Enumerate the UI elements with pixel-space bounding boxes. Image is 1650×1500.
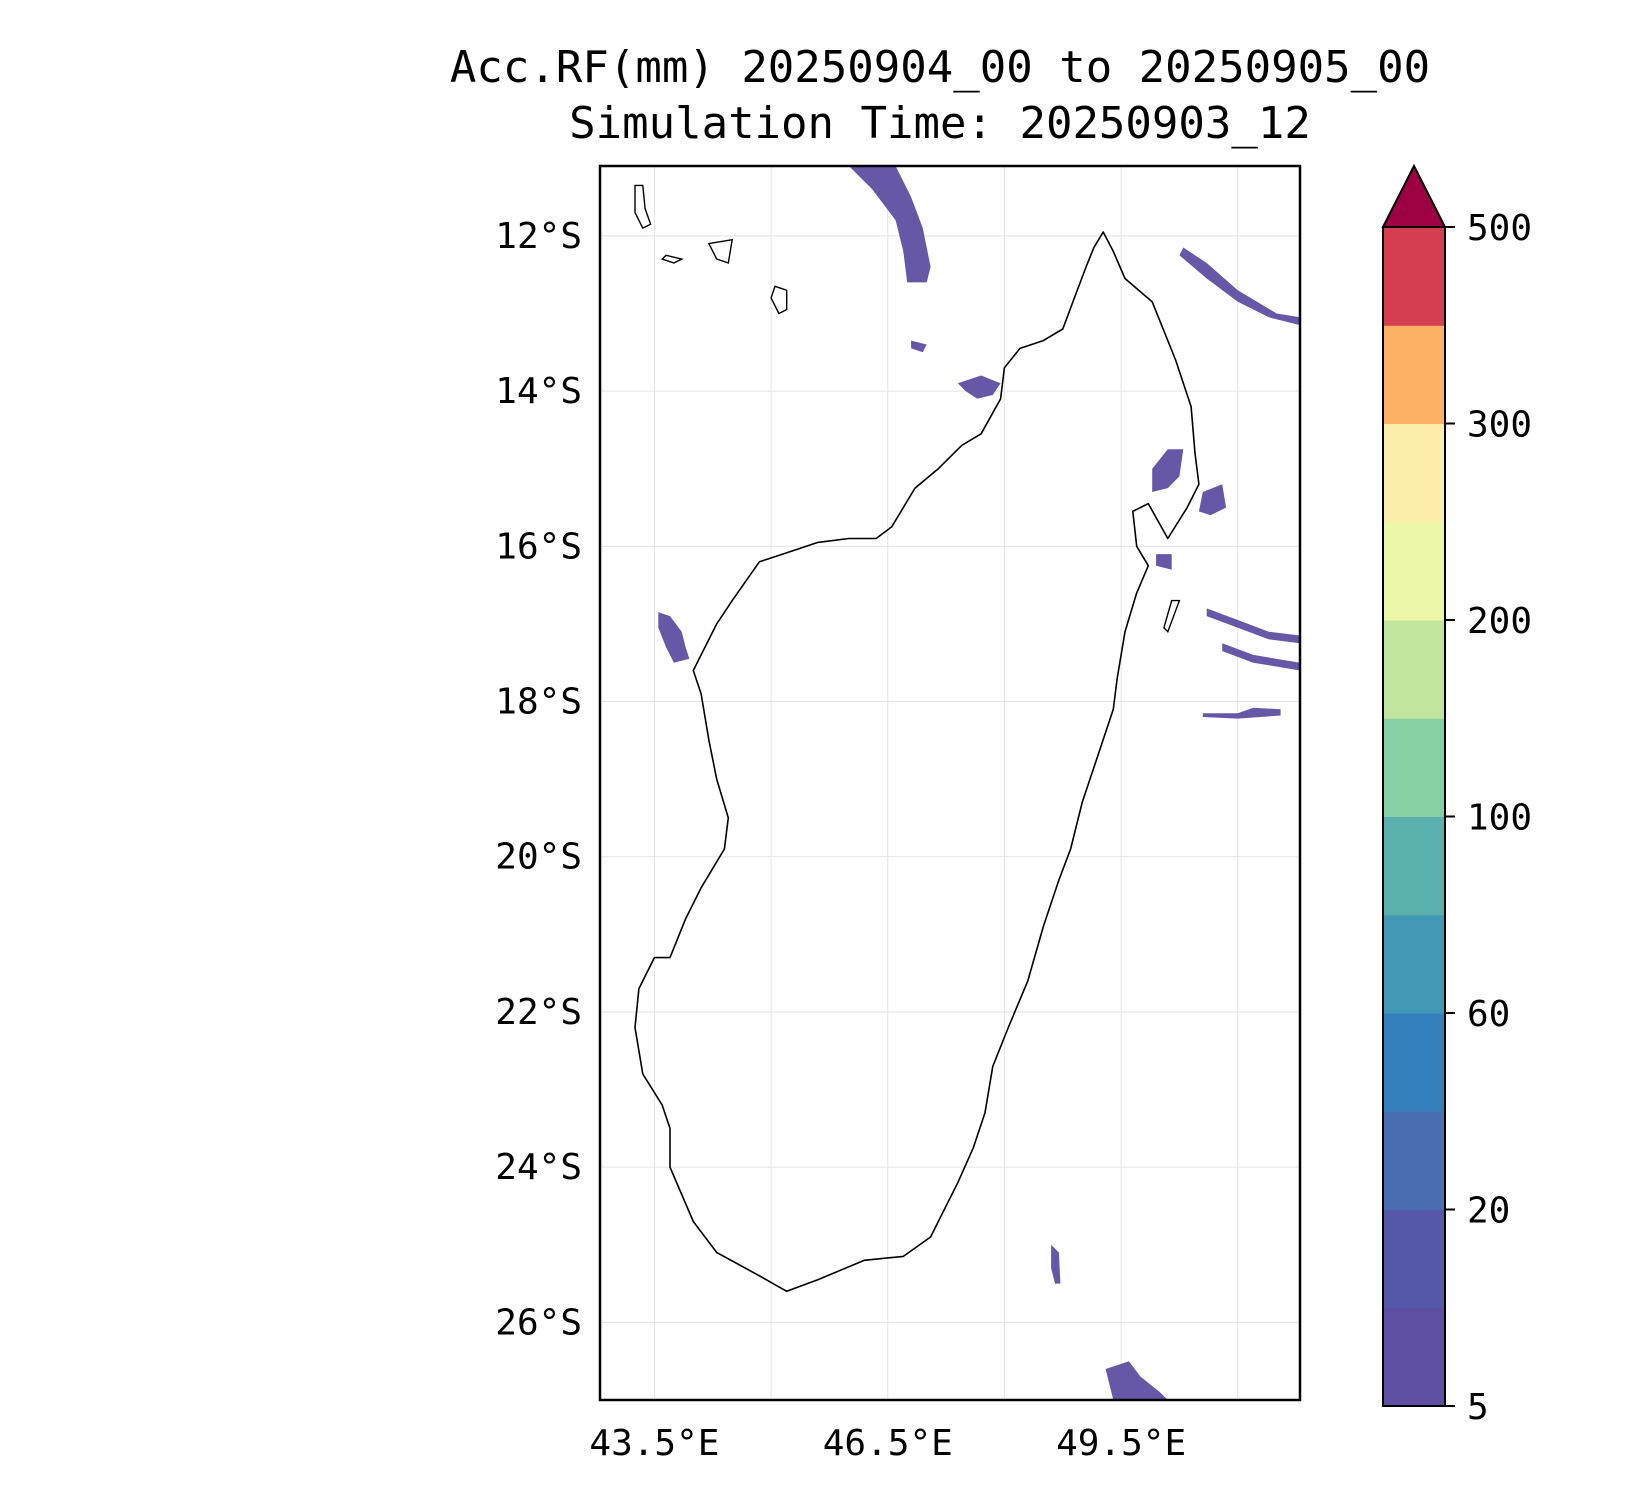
colorbar-segment xyxy=(1383,325,1445,424)
island-moheli xyxy=(660,254,684,264)
colorbar-tick-label: 60 xyxy=(1467,994,1510,1035)
rain-patch-east-coast-patch2 xyxy=(1198,484,1227,516)
colorbar-tick-label: 300 xyxy=(1467,405,1532,446)
lat-tick-label: 20°S xyxy=(495,837,582,878)
lon-tick-label: 43.5°E xyxy=(589,1423,719,1464)
rain-patch-southeast-patch xyxy=(1051,1244,1061,1284)
rain-patch-east-coast-patch3 xyxy=(1156,554,1172,570)
map-title-line1: Acc.RF(mm) 20250904_00 to 20250905_00 xyxy=(449,42,1431,93)
colorbar-segment xyxy=(1383,718,1445,817)
coastline-layer xyxy=(634,184,1200,1293)
colorbar-segment xyxy=(1383,620,1445,719)
colorbar: 5 20 60 100 200 300 500 xyxy=(1381,163,1532,1428)
rain-patch-north-band xyxy=(848,166,931,283)
colorbar-segment xyxy=(1383,1307,1445,1407)
rain-patch-east-band-1 xyxy=(1206,608,1300,644)
gridlines xyxy=(600,166,1300,1400)
rain-patch-small-nw-patch xyxy=(911,340,927,353)
rain-patch-south-patch xyxy=(1105,1361,1168,1400)
lat-tick-label: 26°S xyxy=(495,1302,582,1343)
rain-patch-east-band-2 xyxy=(1222,643,1300,671)
colorbar-tick-label: 20 xyxy=(1467,1191,1510,1232)
rain-patch-northeast-band xyxy=(1179,247,1300,326)
colorbar-tick-label: 200 xyxy=(1467,601,1532,642)
colorbar-segment xyxy=(1383,1209,1445,1309)
colorbar-segment xyxy=(1383,1111,1445,1210)
madagascar-coastline xyxy=(634,231,1200,1293)
island-anjouan xyxy=(707,238,734,264)
colorbar-segment xyxy=(1383,914,1445,1014)
lat-tick-label: 24°S xyxy=(495,1147,582,1188)
map-frame xyxy=(598,164,1302,1402)
longitude-tick-labels: 43.5°E 46.5°E 49.5°E xyxy=(589,1423,1186,1464)
colorbar-segment xyxy=(1383,521,1445,621)
colorbar-segment xyxy=(1383,423,1445,523)
latitude-tick-labels: 12°S 14°S 16°S 18°S 20°S 22°S 24°S 26°S xyxy=(495,216,582,1344)
island-nosy-boraha xyxy=(1163,599,1181,633)
colorbar-tick-label: 5 xyxy=(1467,1387,1489,1428)
colorbar-segment xyxy=(1383,227,1445,326)
lat-tick-label: 12°S xyxy=(495,216,582,257)
colorbar-tick-label: 500 xyxy=(1467,208,1532,249)
colorbar-segment xyxy=(1383,816,1445,916)
lat-tick-label: 22°S xyxy=(495,992,582,1033)
lon-tick-label: 49.5°E xyxy=(1056,1423,1186,1464)
map-title-line2: Simulation Time: 20250903_12 xyxy=(569,98,1311,149)
lon-tick-label: 46.5°E xyxy=(823,1423,953,1464)
rain-patch-east-band-3 xyxy=(1202,707,1281,719)
lat-tick-label: 18°S xyxy=(495,682,582,723)
colorbar-segment xyxy=(1383,1013,1445,1112)
rainfall-layer xyxy=(658,166,1300,1400)
island-mayotte xyxy=(770,285,788,315)
colorbar-tick-label: 100 xyxy=(1467,798,1532,839)
lat-tick-label: 16°S xyxy=(495,526,582,567)
rain-patch-nw-bay-patch xyxy=(957,375,1001,399)
lat-tick-label: 14°S xyxy=(495,371,582,412)
island-grande-comore xyxy=(634,184,652,230)
rain-patch-west-patch xyxy=(658,612,690,663)
rain-patch-east-coast-patch1 xyxy=(1152,449,1184,492)
colorbar-extend-arrow xyxy=(1381,163,1447,228)
